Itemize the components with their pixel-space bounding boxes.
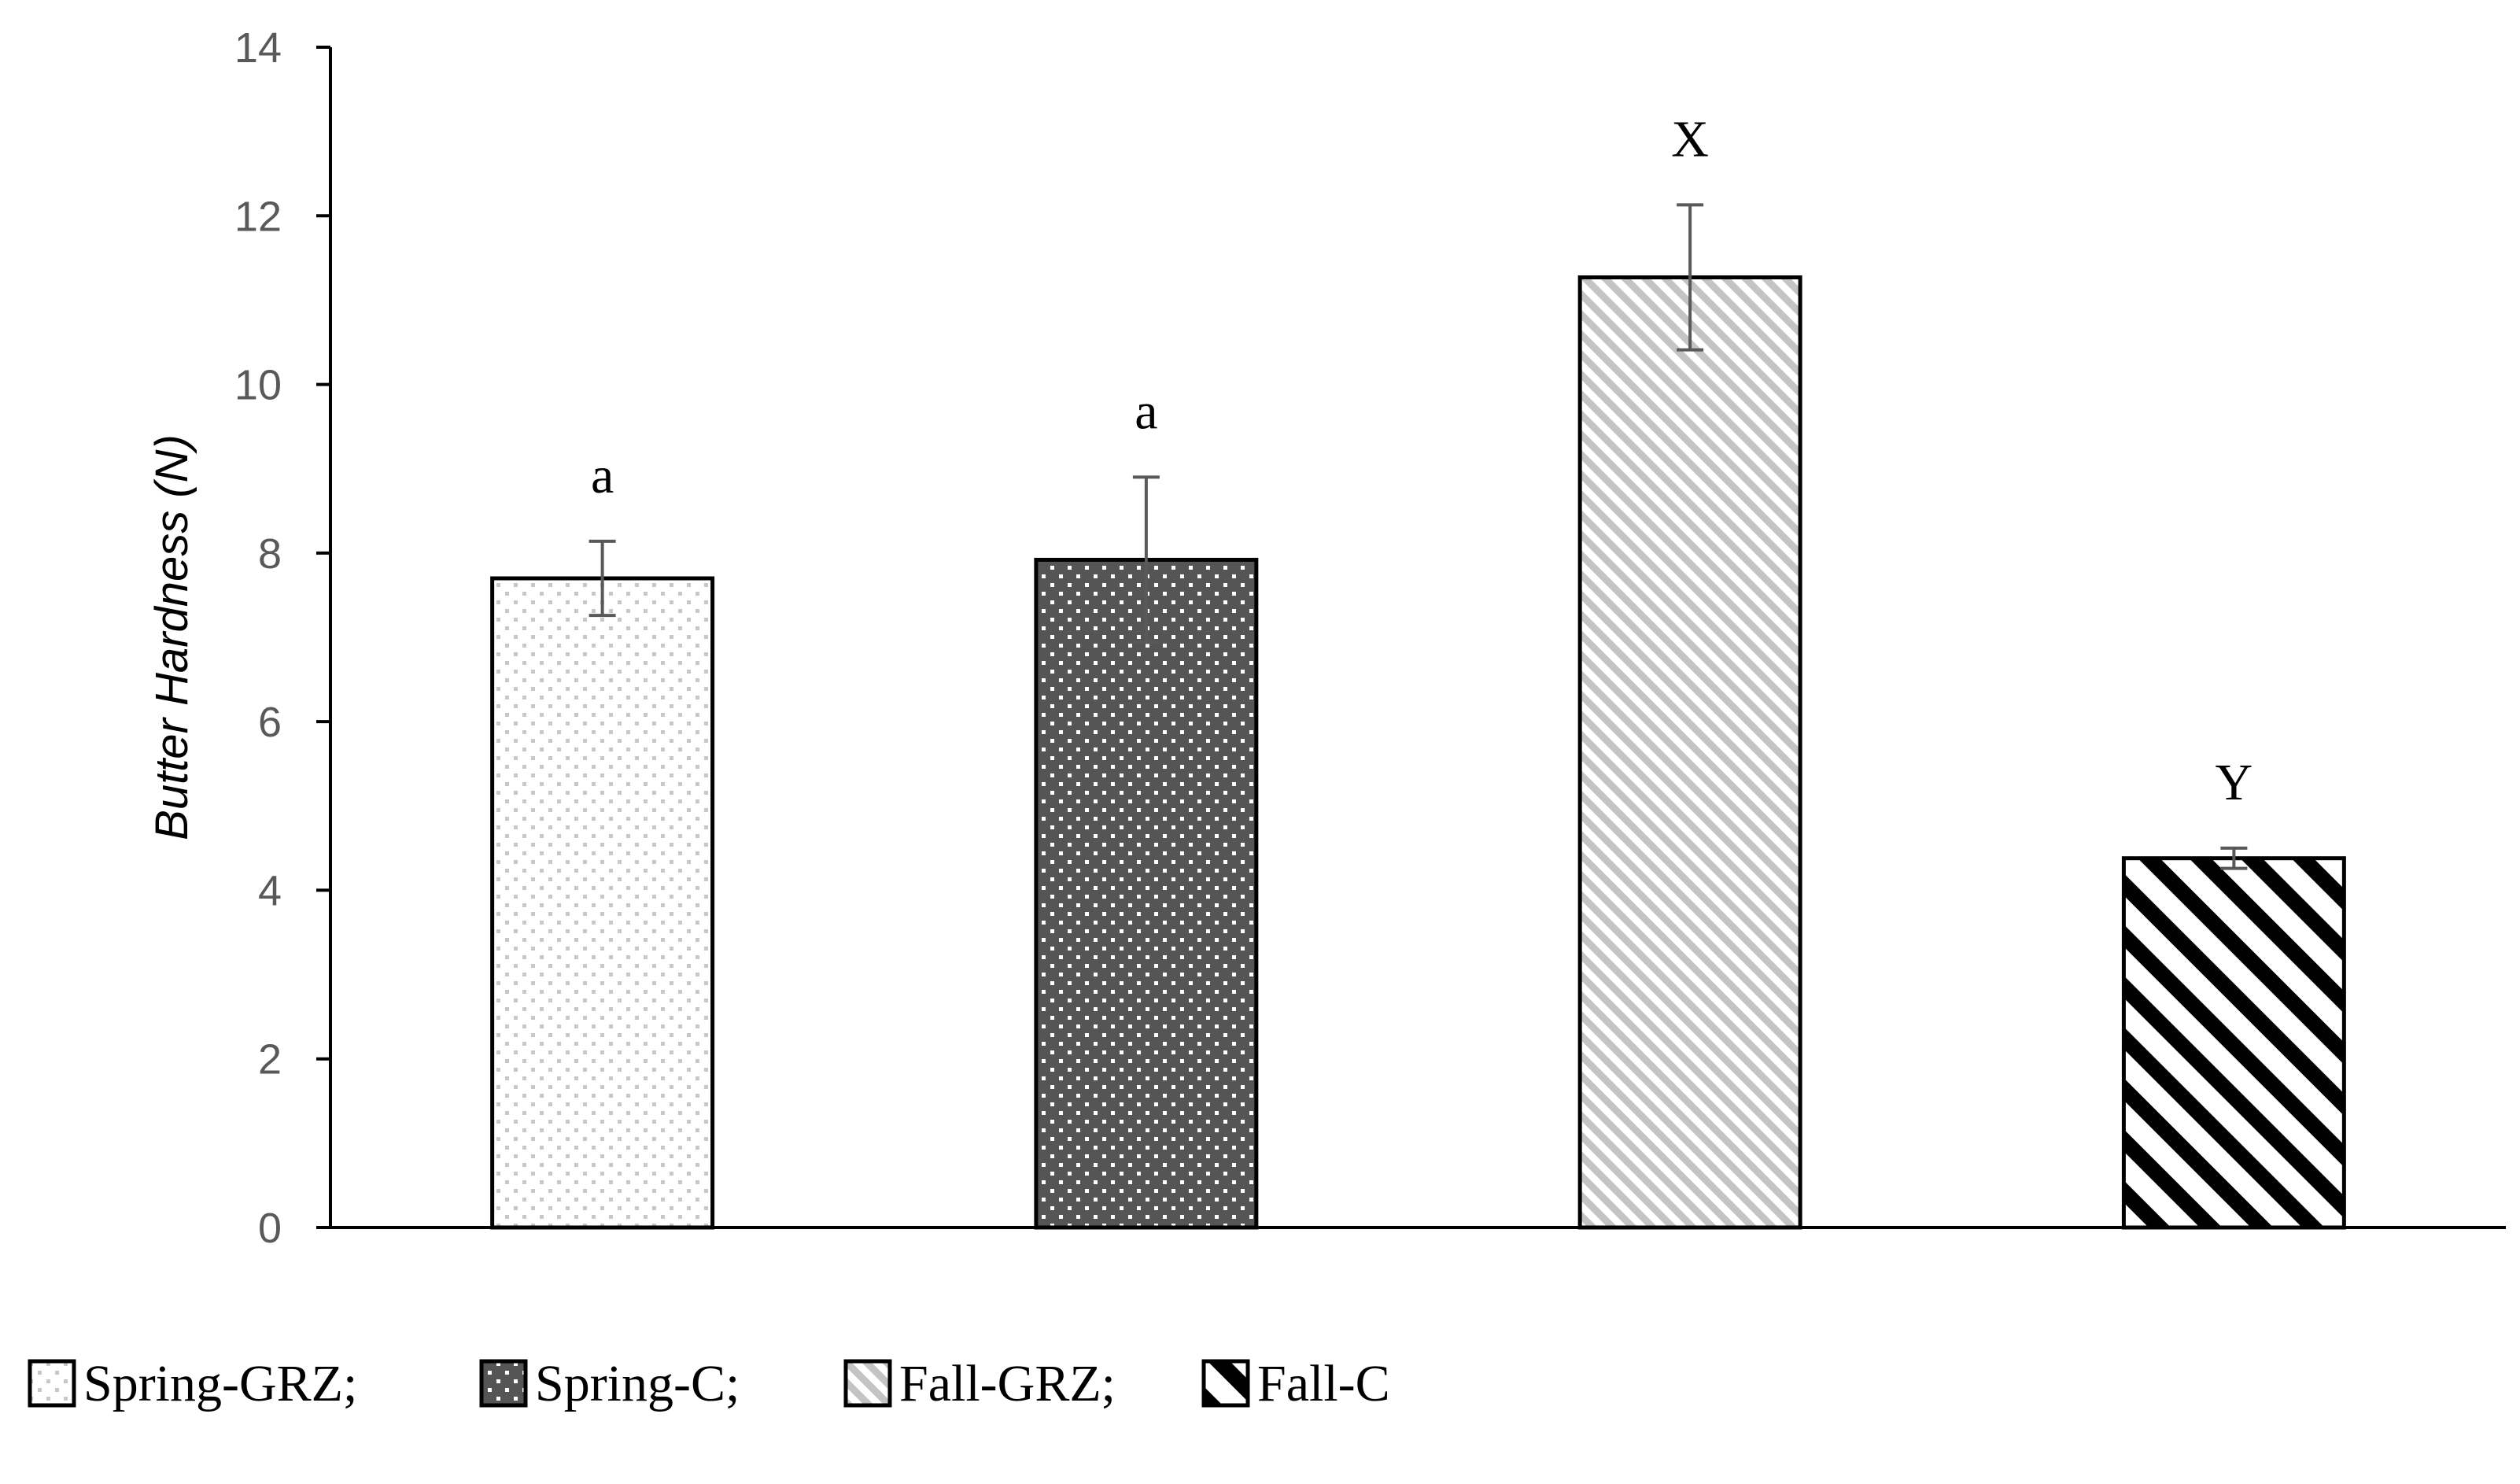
bars [490, 275, 2346, 1230]
bar-spring-c [1034, 557, 1259, 1230]
significance-label: a [591, 447, 614, 504]
significance-label: Y [2216, 754, 2253, 811]
y-tick-label: 2 [258, 1036, 282, 1083]
y-tick-label: 8 [258, 530, 282, 578]
error-bars [588, 203, 2248, 870]
legend-item: Spring-C; [479, 1355, 740, 1412]
legend-swatch [479, 1359, 528, 1408]
bar-spring-grz [490, 576, 715, 1230]
y-axis: 0 2 4 6 8 10 12 14 [234, 24, 332, 1252]
bar-fall-grz [1577, 275, 1802, 1230]
legend-swatch [1201, 1359, 1250, 1408]
y-tick-label: 6 [258, 699, 282, 746]
legend-label: Fall-C [1257, 1355, 1390, 1412]
legend-swatch [28, 1359, 76, 1408]
y-tick-label: 4 [258, 867, 282, 914]
y-tick-label: 14 [234, 24, 282, 72]
y-tick-label: 0 [258, 1205, 282, 1252]
significance-label: X [1671, 110, 1709, 168]
bar-fall-c [2121, 856, 2346, 1230]
legend-label: Spring-C; [535, 1355, 740, 1412]
legend-item: Fall-GRZ; [843, 1355, 1116, 1412]
y-tick-label: 12 [234, 193, 282, 240]
y-tick-label: 10 [234, 362, 282, 409]
legend-item: Spring-GRZ; [28, 1355, 357, 1412]
legend: Spring-GRZ; Spring-C; Fall-GRZ; Fall-C [28, 1355, 1390, 1412]
legend-swatch [843, 1359, 892, 1408]
significance-label: a [1135, 382, 1157, 440]
legend-item: Fall-C [1201, 1355, 1390, 1412]
y-axis-title: Butter Hardness (N) [146, 434, 197, 840]
legend-label: Spring-GRZ; [83, 1355, 357, 1412]
significance-labels: a a X Y [591, 110, 2253, 811]
legend-label: Fall-GRZ; [899, 1355, 1116, 1412]
